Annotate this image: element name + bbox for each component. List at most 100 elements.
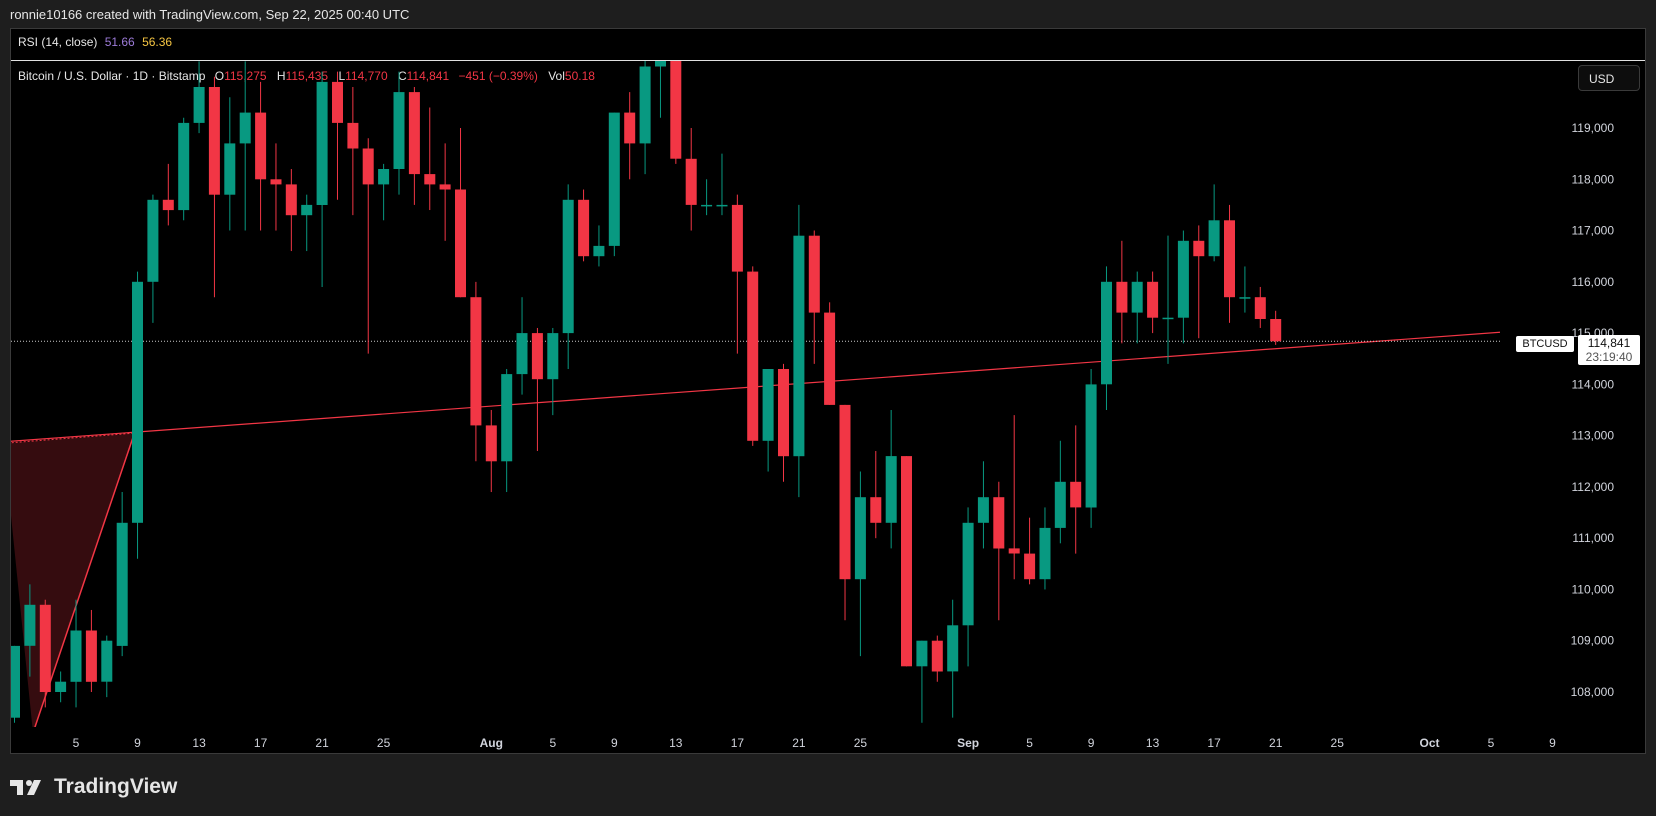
candle — [1024, 517, 1036, 585]
candle — [578, 189, 590, 262]
candle — [824, 302, 836, 405]
open-label: O — [214, 69, 225, 83]
candle — [424, 107, 436, 211]
time-tick-label: 5 — [73, 736, 80, 750]
time-tick-label: 21 — [1269, 736, 1283, 750]
candle — [439, 143, 451, 241]
candle — [516, 297, 528, 395]
price-tick-label: 119,000 — [1572, 121, 1615, 135]
candle — [854, 471, 866, 657]
time-tick-label: 13 — [669, 736, 683, 750]
candle — [362, 138, 374, 354]
candle — [224, 97, 236, 231]
rsi-title: RSI (14, close) — [18, 35, 98, 49]
last-price-value: 114,841 — [1587, 336, 1631, 350]
price-tick-label: 118,000 — [1572, 172, 1615, 186]
brand-name: TradingView — [54, 775, 178, 798]
candle — [870, 451, 882, 539]
candle — [1116, 240, 1128, 344]
time-axis[interactable]: 5 9 13 17 21 25 Aug 5 9 13 17 21 25 Sep 5 9 13 17 21 25 Oct 5… — [73, 736, 1557, 750]
time-tick-label: 13 — [192, 736, 206, 750]
time-tick-label: 5 — [1488, 736, 1495, 750]
candle — [747, 266, 759, 446]
candle — [70, 599, 82, 708]
candle — [608, 112, 620, 257]
volume-value: 50.18 — [564, 69, 595, 83]
candle — [239, 61, 251, 231]
candle — [1239, 266, 1251, 313]
candle — [1270, 310, 1282, 345]
symbol-title: Bitcoin / U.S. Dollar · 1D · Bitstamp — [18, 69, 206, 83]
candle — [547, 327, 559, 416]
candle — [1101, 266, 1112, 410]
close-value: 114,841 — [406, 69, 450, 83]
attribution-bar: ronnie10166 created with TradingView.com… — [0, 0, 1656, 28]
last-price-label: 114,841 23:19:40 — [1578, 335, 1640, 365]
candle — [393, 71, 405, 195]
candle — [778, 363, 789, 482]
candle — [670, 61, 682, 164]
candle — [885, 410, 897, 549]
candle — [162, 163, 174, 226]
candle — [85, 609, 97, 692]
change-value: −451 (−0.39%) — [458, 69, 538, 83]
candle — [901, 456, 912, 667]
price-tick-label: 109,000 — [1571, 634, 1615, 648]
time-tick-label: Aug — [480, 736, 503, 750]
volume-label: Vol — [548, 69, 565, 83]
time-tick-label: 5 — [549, 736, 556, 750]
time-tick-label: 25 — [854, 736, 868, 750]
last-price-symbol-label: BTCUSD — [1516, 336, 1574, 352]
rsi-indicator-label[interactable]: RSI (14, close) 51.66 56.36 — [18, 35, 172, 49]
candle — [255, 81, 267, 231]
price-tick-label: 113,000 — [1572, 429, 1615, 443]
low-label: L — [338, 69, 346, 83]
time-tick-label: Sep — [957, 736, 979, 750]
time-tick-label: 9 — [1549, 736, 1556, 750]
price-tick-label: 111,000 — [1572, 531, 1614, 545]
candle — [1054, 440, 1066, 544]
candle — [916, 640, 928, 723]
candle — [332, 71, 343, 200]
triangle-pattern — [11, 432, 136, 727]
candle — [947, 599, 959, 718]
candle — [408, 86, 420, 205]
candle — [132, 271, 143, 559]
time-tick-label: 13 — [1146, 736, 1160, 750]
candle — [470, 281, 482, 462]
candle — [39, 599, 51, 708]
pane-divider[interactable] — [11, 60, 1645, 61]
time-tick-label: 17 — [731, 736, 745, 750]
price-axis[interactable]: 108,000 109,000 110,000 111,000 112,000 113,0… — [1571, 121, 1615, 699]
high-label: H — [276, 69, 286, 83]
candle — [285, 169, 297, 252]
time-tick-label: Oct — [1419, 736, 1439, 750]
candle — [1070, 425, 1082, 554]
candle — [993, 481, 1005, 621]
attribution-text: ronnie10166 created with TradingView.com… — [10, 7, 410, 22]
candle — [655, 61, 666, 118]
bar-countdown: 23:19:40 — [1585, 350, 1633, 364]
time-tick-label: 25 — [377, 736, 391, 750]
triangle-top-edge — [11, 432, 135, 444]
candle — [639, 61, 651, 175]
tradingview-logo[interactable]: TradingView — [10, 774, 177, 800]
support-trendline — [11, 331, 1500, 442]
currency-button[interactable]: USD — [1578, 65, 1640, 91]
candle — [208, 76, 220, 298]
candle — [116, 492, 128, 657]
candle — [793, 204, 805, 498]
candle — [11, 645, 20, 723]
price-tick-label: 114,000 — [1572, 377, 1615, 391]
time-tick-label: 9 — [134, 736, 141, 750]
candle — [808, 230, 820, 364]
time-tick-label: 21 — [315, 736, 329, 750]
candle — [1039, 507, 1051, 590]
price-tick-label: 112,000 — [1572, 480, 1615, 494]
trendline-layer — [11, 331, 1500, 442]
candle — [378, 163, 390, 221]
candle — [455, 128, 466, 298]
price-tick-label: 116,000 — [1572, 275, 1615, 289]
candle — [501, 368, 513, 493]
